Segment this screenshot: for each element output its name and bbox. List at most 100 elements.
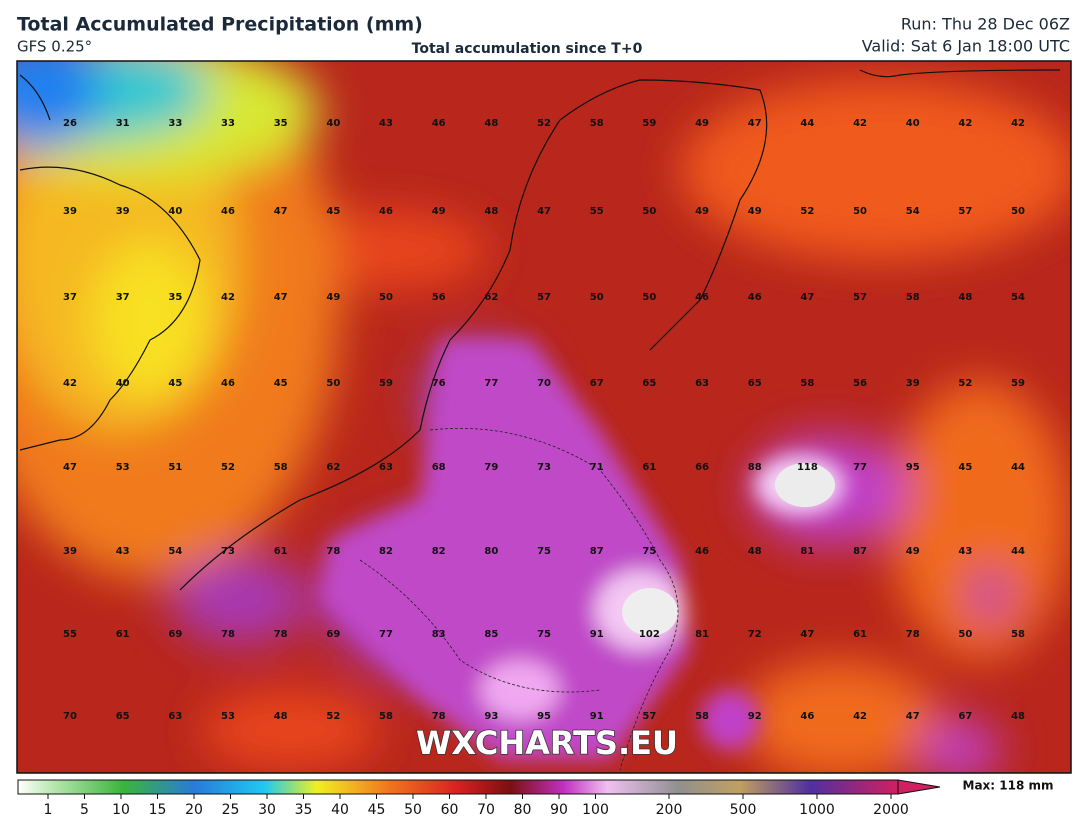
grid-value: 49 xyxy=(695,206,709,217)
valid-time: Valid: Sat 6 Jan 18:00 UTC xyxy=(862,37,1070,56)
grid-value: 68 xyxy=(432,462,446,473)
grid-value: 61 xyxy=(274,546,288,557)
grid-value: 49 xyxy=(906,546,920,557)
grid-value: 93 xyxy=(484,711,498,722)
grid-value: 71 xyxy=(590,462,604,473)
grid-value: 48 xyxy=(274,711,288,722)
grid-value: 47 xyxy=(274,292,288,303)
grid-value: 46 xyxy=(379,206,393,217)
model: GFS 0.25° xyxy=(17,38,92,56)
grid-value: 56 xyxy=(432,292,446,303)
colorbar-label: 50 xyxy=(404,802,422,818)
grid-value: 61 xyxy=(853,629,867,640)
colorbar-label: 100 xyxy=(582,802,609,818)
grid-value: 57 xyxy=(958,206,972,217)
grid-value: 40 xyxy=(906,118,920,129)
grid-value: 44 xyxy=(1011,546,1025,557)
grid-value: 67 xyxy=(590,378,604,389)
grid-value: 55 xyxy=(590,206,604,217)
grid-value: 72 xyxy=(748,629,762,640)
grid-value: 76 xyxy=(432,378,446,389)
grid-value: 47 xyxy=(274,206,288,217)
grid-value: 47 xyxy=(748,118,762,129)
grid-value: 53 xyxy=(221,711,235,722)
grid-value: 61 xyxy=(642,462,656,473)
grid-value: 40 xyxy=(116,378,130,389)
colorbar-label: 10 xyxy=(112,802,130,818)
colorbar-label: 1 xyxy=(44,802,53,818)
grid-value: 46 xyxy=(695,546,709,557)
grid-value: 57 xyxy=(642,711,656,722)
grid-value: 46 xyxy=(748,292,762,303)
grid-value: 66 xyxy=(695,462,709,473)
grid-value: 52 xyxy=(537,118,551,129)
colorbar-label: 60 xyxy=(441,802,459,818)
grid-value: 78 xyxy=(432,711,446,722)
grid-value: 58 xyxy=(274,462,288,473)
grid-value: 50 xyxy=(379,292,393,303)
grid-value: 48 xyxy=(958,292,972,303)
grid-value: 33 xyxy=(168,118,182,129)
grid-value: 59 xyxy=(642,118,656,129)
colorbar-label: 15 xyxy=(149,802,167,818)
grid-value: 49 xyxy=(326,292,340,303)
grid-value: 65 xyxy=(116,711,130,722)
grid-value: 46 xyxy=(695,292,709,303)
grid-value: 95 xyxy=(537,711,551,722)
colorbar-label: 90 xyxy=(550,802,568,818)
grid-value: 102 xyxy=(639,629,660,640)
grid-value: 26 xyxy=(63,118,77,129)
colorbar-label: 30 xyxy=(258,802,276,818)
colorbar-label: 1000 xyxy=(799,802,835,818)
grid-value: 87 xyxy=(590,546,604,557)
grid-value: 78 xyxy=(326,546,340,557)
grid-value: 82 xyxy=(432,546,446,557)
grid-value: 91 xyxy=(590,629,604,640)
grid-value: 75 xyxy=(537,546,551,557)
grid-value: 69 xyxy=(168,629,182,640)
grid-value: 57 xyxy=(853,292,867,303)
grid-value: 61 xyxy=(116,629,130,640)
grid-value: 42 xyxy=(1011,118,1025,129)
grid-value: 59 xyxy=(1011,378,1025,389)
grid-value: 78 xyxy=(221,629,235,640)
colorbar-label: 25 xyxy=(222,802,240,818)
grid-value: 65 xyxy=(642,378,656,389)
grid-value: 37 xyxy=(116,292,130,303)
grid-value: 70 xyxy=(537,378,551,389)
grid-value: 50 xyxy=(1011,206,1025,217)
grid-value: 42 xyxy=(221,292,235,303)
grid-value: 51 xyxy=(168,462,182,473)
colorbar-label: 500 xyxy=(730,802,757,818)
grid-value: 78 xyxy=(906,629,920,640)
grid-value: 44 xyxy=(1011,462,1025,473)
max-label: Max: 118 mm xyxy=(963,779,1054,793)
grid-value: 63 xyxy=(168,711,182,722)
grid-value: 65 xyxy=(748,378,762,389)
grid-value: 55 xyxy=(63,629,77,640)
grid-value: 118 xyxy=(797,462,818,473)
grid-value: 49 xyxy=(695,118,709,129)
grid-value: 50 xyxy=(326,378,340,389)
grid-value: 31 xyxy=(116,118,130,129)
grid-value: 50 xyxy=(853,206,867,217)
grid-value: 48 xyxy=(748,546,762,557)
grid-value: 50 xyxy=(958,629,972,640)
grid-value: 75 xyxy=(642,546,656,557)
grid-value: 56 xyxy=(853,378,867,389)
grid-value: 59 xyxy=(379,378,393,389)
grid-value: 88 xyxy=(748,462,762,473)
colorbar-label: 40 xyxy=(331,802,349,818)
grid-value: 50 xyxy=(642,206,656,217)
grid-value: 63 xyxy=(695,378,709,389)
grid-value: 42 xyxy=(853,711,867,722)
grid-value: 54 xyxy=(906,206,920,217)
grid-value: 50 xyxy=(590,292,604,303)
grid-value: 45 xyxy=(958,462,972,473)
grid-value: 54 xyxy=(1011,292,1025,303)
colorbar-label: 70 xyxy=(477,802,495,818)
grid-value: 35 xyxy=(168,292,182,303)
grid-value: 45 xyxy=(274,378,288,389)
